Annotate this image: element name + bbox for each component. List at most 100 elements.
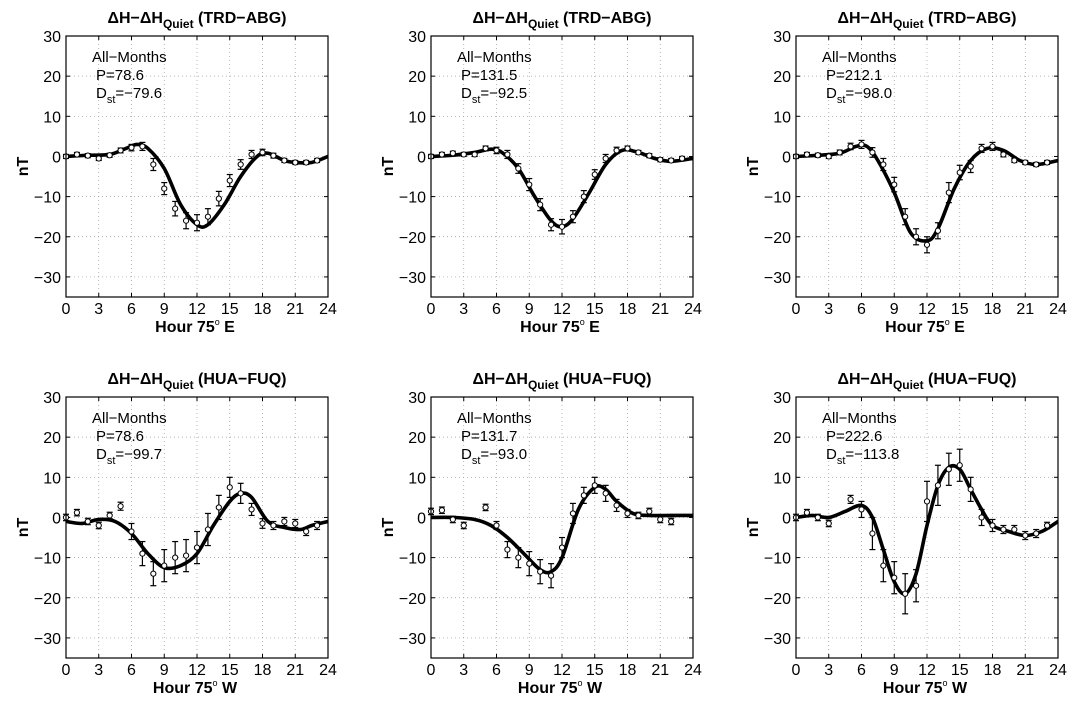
x-tick-label: 0 — [792, 301, 801, 318]
x-tick-label: 6 — [127, 301, 136, 318]
dst-value: =−93.0 — [480, 446, 527, 463]
marker — [803, 151, 811, 158]
marker — [814, 514, 821, 521]
data-point — [139, 540, 146, 567]
marker — [161, 185, 168, 192]
title-suffix: (HUA−FUQ) — [924, 371, 1017, 388]
axes-frame — [795, 35, 1059, 298]
x-label-direction: E — [950, 319, 965, 336]
marker — [945, 189, 952, 196]
y-tick-label: −20 — [34, 230, 61, 247]
x-axis-label: Hour 75o W — [518, 678, 603, 697]
x-tick-label: 6 — [492, 301, 501, 318]
x-label-main: Hour 75 — [518, 680, 578, 697]
x-tick-label: 21 — [651, 662, 669, 679]
data-point — [193, 530, 201, 565]
marker — [1033, 530, 1040, 537]
data-point — [668, 517, 675, 526]
annotation-p: P=212.1 — [826, 67, 882, 84]
marker — [547, 221, 555, 228]
marker — [493, 522, 500, 529]
dst-subscript: st — [107, 94, 116, 106]
marker — [558, 223, 566, 230]
title-main: ΔH−ΔH — [107, 10, 162, 27]
title-suffix: (TRD−ABG) — [924, 10, 1017, 27]
marker — [95, 522, 102, 529]
title-subscript: Quiet — [893, 17, 924, 31]
marker — [967, 163, 974, 170]
data-point — [161, 181, 168, 196]
marker — [558, 544, 566, 551]
data-point — [172, 200, 179, 217]
y-axis-label: nT — [15, 518, 32, 538]
x-tick-label: 0 — [62, 301, 71, 318]
data-point — [635, 149, 642, 156]
marker — [504, 151, 511, 158]
chart-title: ΔH−ΔHQuiet (TRD−ABG) — [837, 10, 1016, 31]
data-point — [215, 190, 222, 207]
data-point — [1022, 159, 1029, 166]
x-tick-label: 12 — [918, 301, 936, 318]
x-tick-label: 3 — [459, 662, 468, 679]
y-tick-label: 30 — [43, 29, 61, 46]
annotation-p: P=222.6 — [826, 428, 882, 445]
marker — [580, 492, 587, 499]
x-tick-label: 3 — [459, 301, 468, 318]
data-point — [95, 155, 102, 162]
marker — [1022, 159, 1029, 166]
marker — [193, 544, 201, 551]
x-label-main: Hour 75 — [885, 319, 945, 336]
plot-area — [431, 36, 693, 297]
data-point — [150, 561, 157, 587]
marker — [934, 227, 942, 234]
marker — [602, 490, 609, 497]
data-point — [515, 546, 522, 569]
y-tick-label: 20 — [408, 430, 426, 447]
y-tick-label: −30 — [764, 270, 791, 287]
x-tick-label: 21 — [286, 301, 304, 318]
y-tick-label: 30 — [773, 29, 791, 46]
data-point — [515, 163, 522, 174]
data-point — [967, 476, 974, 502]
marker — [259, 520, 266, 527]
x-tick-label: 0 — [62, 662, 71, 679]
data-point — [858, 139, 865, 150]
marker — [635, 149, 642, 156]
marker — [580, 193, 587, 200]
title-main: ΔH−ΔH — [472, 371, 527, 388]
data-point — [226, 173, 233, 188]
x-tick-label: 15 — [586, 301, 604, 318]
data-point — [460, 151, 467, 158]
marker — [460, 151, 467, 158]
data-point — [1033, 161, 1040, 168]
marker — [668, 518, 675, 525]
x-tick-label: 15 — [586, 662, 604, 679]
y-tick-label: 30 — [43, 390, 61, 407]
marker — [891, 181, 898, 188]
y-tick-label: 20 — [408, 69, 426, 86]
annotation-label: All−Months — [92, 49, 167, 66]
y-tick-label: −20 — [399, 230, 426, 247]
x-label-direction: W — [583, 680, 603, 697]
x-label-direction: W — [218, 680, 238, 697]
y-tick-label: 30 — [408, 29, 426, 46]
x-tick-label: 12 — [553, 662, 571, 679]
marker — [858, 141, 865, 148]
x-tick-label: 0 — [427, 662, 436, 679]
x-tick-label: 18 — [984, 662, 1002, 679]
marker — [259, 149, 266, 156]
data-point — [646, 152, 653, 159]
data-point — [504, 149, 511, 160]
axes-frame — [65, 35, 329, 298]
data-point — [569, 502, 577, 525]
marker — [678, 155, 686, 162]
marker — [956, 169, 963, 176]
data-point — [1011, 157, 1018, 164]
data-point — [493, 146, 500, 155]
annotation-p: P=78.6 — [96, 428, 144, 445]
data-point — [847, 494, 854, 505]
x-tick-label: 24 — [684, 301, 702, 318]
data-point — [193, 214, 201, 232]
data-point — [912, 228, 920, 246]
dst-subscript: st — [837, 94, 846, 106]
